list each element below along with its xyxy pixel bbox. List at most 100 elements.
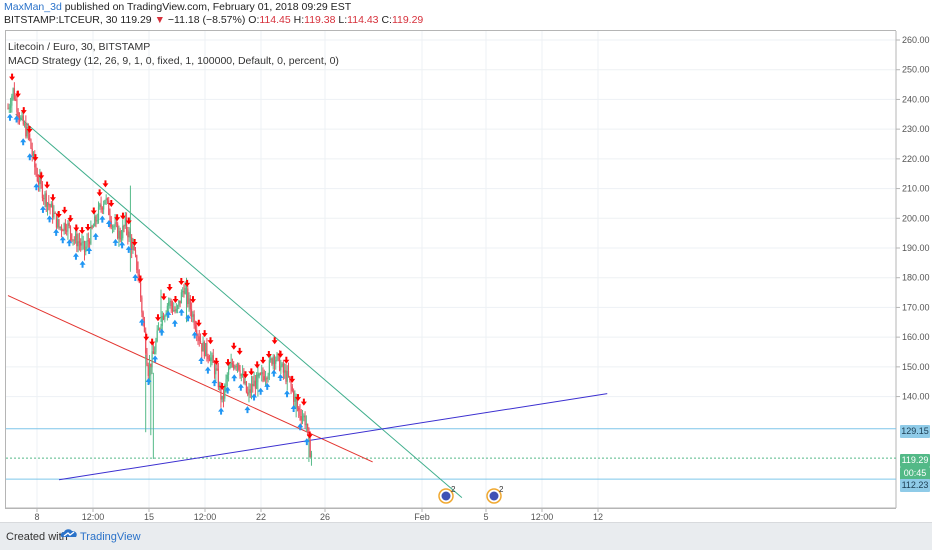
high-value: 119.38 — [304, 14, 336, 26]
candle-body — [146, 353, 148, 366]
candle-body — [58, 219, 60, 228]
candle-body — [111, 226, 114, 228]
low-value: 114.43 — [347, 14, 379, 26]
candle-body — [205, 343, 207, 357]
buy-signal-marker — [72, 252, 79, 260]
candle-body — [40, 177, 42, 184]
candle-body — [216, 368, 218, 370]
candle-body — [184, 288, 186, 294]
candle-body — [122, 225, 124, 239]
candle-body — [296, 401, 299, 408]
candle-body — [95, 216, 97, 222]
candle-body — [234, 366, 236, 369]
candle-body — [154, 351, 156, 354]
candle-body — [206, 343, 208, 357]
trendline-green[interactable] — [15, 113, 463, 498]
candle-body — [156, 330, 158, 342]
buy-signal-marker — [185, 314, 192, 322]
candle-body — [253, 380, 255, 387]
candle-body — [211, 355, 213, 358]
candle-body — [229, 367, 231, 370]
candle-body — [194, 325, 197, 330]
candle-body — [182, 291, 184, 293]
sell-signal-marker — [254, 361, 261, 369]
candle-body — [100, 204, 102, 208]
y-tick-label: 160.00 — [902, 332, 930, 342]
author-link[interactable]: MaxMan_3d — [4, 1, 62, 13]
candle-body — [44, 193, 46, 199]
candle-body — [173, 309, 175, 312]
candle-body — [272, 356, 274, 365]
candle-body — [22, 115, 24, 125]
candle-body — [310, 453, 313, 458]
candle-body — [226, 374, 228, 380]
buy-signal-marker — [79, 260, 86, 268]
candle-body — [159, 328, 161, 330]
candle-body — [94, 216, 96, 227]
candle-body — [245, 381, 248, 393]
candle-body — [213, 362, 216, 375]
candle-body — [74, 233, 77, 240]
buy-signal-marker — [270, 369, 277, 377]
sell-signal-marker — [44, 181, 51, 189]
sell-signal-marker — [154, 314, 161, 322]
candle-body — [118, 230, 120, 239]
candle-body — [54, 212, 56, 214]
sell-signal-marker — [225, 359, 232, 367]
candle-body — [141, 297, 143, 313]
tradingview-logo-icon[interactable] — [60, 527, 78, 546]
sell-signal-marker — [295, 394, 302, 402]
candle-body — [268, 360, 270, 376]
buy-signal-marker — [237, 383, 244, 391]
candle-body — [114, 222, 116, 227]
tradingview-brand-link[interactable]: TradingView — [80, 531, 141, 543]
sell-signal-marker — [49, 194, 56, 202]
sell-signal-marker — [166, 284, 173, 292]
candle-body — [85, 246, 87, 252]
candle-body — [101, 207, 103, 210]
sell-signal-marker — [248, 368, 255, 376]
candle-body — [203, 342, 205, 357]
candle-body — [171, 305, 174, 312]
candle-body — [134, 250, 137, 256]
sell-signal-marker — [73, 224, 80, 232]
low-label: L: — [338, 14, 348, 26]
candle-body — [39, 177, 41, 185]
sell-signal-marker — [149, 338, 156, 346]
candle-body — [221, 395, 223, 400]
candle-body — [128, 231, 130, 238]
buy-signal-marker — [53, 228, 60, 236]
open-value: 114.45 — [259, 14, 291, 26]
candle-body — [48, 202, 50, 206]
candle-body — [247, 392, 249, 395]
candle-body — [289, 376, 291, 380]
trendline-red[interactable] — [7, 295, 373, 463]
candle-body — [180, 292, 182, 304]
candle-body — [233, 364, 235, 369]
sell-signal-marker — [265, 350, 272, 358]
candle-body — [145, 331, 147, 354]
event-marker-core — [441, 491, 451, 501]
sell-signal-marker — [79, 227, 86, 235]
candle-body — [199, 341, 202, 344]
price-chart[interactable]: 140.00 150.00 160.00 170.00 180.00 190.00 200.… — [0, 0, 932, 522]
candle-body — [243, 373, 245, 384]
candle-body — [162, 315, 165, 320]
candle-body — [263, 376, 265, 381]
buy-signal-marker — [251, 393, 258, 401]
trendline-blue[interactable] — [58, 393, 608, 481]
candle-body — [133, 246, 135, 251]
sell-signal-marker — [38, 172, 45, 180]
sell-signal-marker — [271, 337, 278, 345]
candle-body — [290, 379, 292, 387]
candle-body — [18, 115, 21, 120]
buy-signal-marker — [145, 377, 152, 385]
candle-body — [305, 423, 307, 426]
countdown-badge: 00:45 — [900, 467, 930, 480]
candle-body — [294, 397, 296, 402]
candle-body — [99, 204, 101, 207]
candle-body — [92, 226, 95, 228]
candle-body — [9, 105, 12, 108]
buy-signal-marker — [92, 232, 99, 240]
candle-body — [287, 370, 290, 377]
